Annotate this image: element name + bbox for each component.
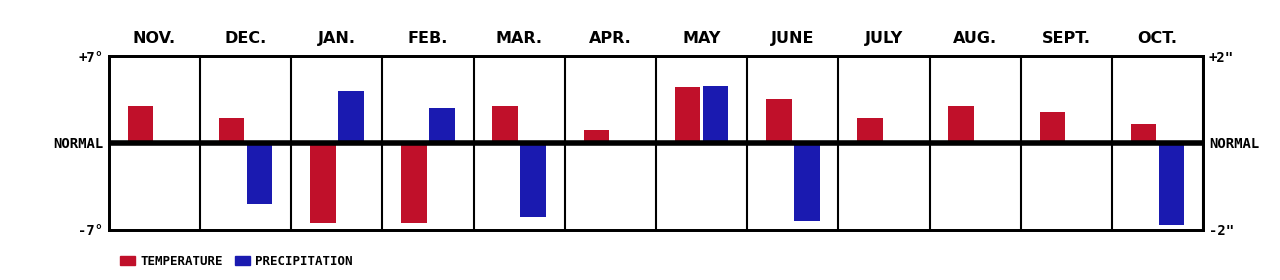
Bar [584, 130, 609, 143]
Bar [675, 87, 700, 143]
Bar [858, 118, 883, 143]
Bar [429, 108, 454, 143]
Bar [1039, 112, 1065, 143]
Bar [401, 143, 426, 223]
Bar [493, 106, 518, 143]
Bar [219, 118, 244, 143]
Bar [794, 143, 819, 221]
Bar [338, 91, 364, 143]
Bar [703, 87, 728, 143]
Bar [247, 143, 273, 204]
Bar [521, 143, 547, 217]
Bar [310, 143, 335, 223]
Bar [948, 106, 974, 143]
Legend: TEMPERATURE, PRECIPITATION: TEMPERATURE, PRECIPITATION [115, 250, 357, 273]
Bar [1130, 124, 1156, 143]
Bar [1158, 143, 1184, 225]
Bar [128, 106, 154, 143]
Bar [765, 99, 791, 143]
